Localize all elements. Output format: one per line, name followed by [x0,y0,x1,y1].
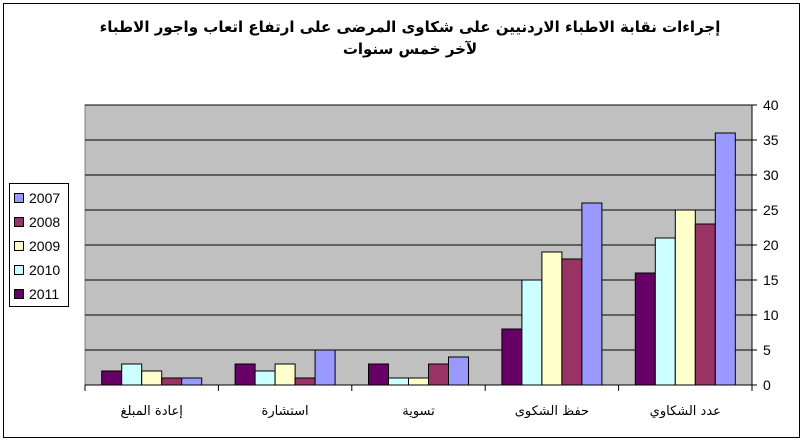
bar-2011-1 [234,363,256,386]
legend-item-2008: 2008 [14,210,68,234]
legend-item-2007: 2007 [14,186,68,210]
bar-2007-3 [581,202,603,386]
bar-2011-3 [501,328,523,386]
bar-2007-4 [714,132,736,386]
x-tick-label: إعادة المبلغ [121,404,183,419]
bar-2010-0 [121,363,143,386]
bar-2010-1 [254,370,276,386]
bar-2009-4 [674,209,696,386]
bar-2011-0 [101,370,123,386]
x-tick-label: استشارة [262,404,309,419]
legend-swatch [14,289,24,299]
bar-2007-0 [181,377,203,386]
legend-swatch [14,241,24,251]
legend-label: 2009 [29,238,61,254]
legend-item-2010: 2010 [14,258,68,282]
bar-2011-2 [368,363,389,386]
bar-2008-4 [694,223,716,386]
legend-item-2009: 2009 [14,234,68,258]
bar-2009-2 [408,377,429,386]
legend-label: 2010 [29,262,61,278]
legend-label: 2008 [29,214,61,230]
bar-2011-4 [634,272,656,386]
y-tick-label: 35 [763,132,779,148]
bar-2008-3 [561,258,583,386]
bar-2008-1 [294,377,316,386]
bar-2007-2 [448,356,469,386]
x-tick-label: حفظ الشكوى [515,404,589,419]
bar-2009-1 [274,363,296,386]
bar-2008-0 [161,377,183,386]
y-tick-label: 5 [763,342,771,358]
y-tick-label: 15 [763,272,779,288]
y-tick-label: 25 [763,202,779,218]
bar-2010-2 [388,377,409,386]
x-tick-label: تسوية [402,404,435,419]
bar-2010-3 [521,279,543,386]
bar-2007-1 [314,349,336,386]
y-tick-label: 0 [763,377,771,393]
chart-title: إجراءات نقابة الاطباء الاردنيين على شكاو… [99,18,721,58]
y-tick-label: 40 [763,97,779,113]
y-tick-label: 30 [763,167,779,183]
bar-2009-0 [141,370,163,386]
bar-2010-4 [654,237,676,386]
chart-legend: 2007 2008 2009 2010 2011 [9,183,69,307]
legend-label: 2007 [29,190,61,206]
x-tick-label: عدد الشكاوي [650,404,721,419]
bar-2008-2 [428,363,449,386]
y-tick-label: 10 [763,307,779,323]
legend-item-2011: 2011 [14,282,68,306]
legend-label: 2011 [29,286,60,302]
bar-2009-3 [541,251,563,386]
y-tick-label: 20 [763,237,779,253]
legend-swatch [14,193,24,203]
legend-swatch [14,217,24,227]
legend-swatch [14,265,24,275]
